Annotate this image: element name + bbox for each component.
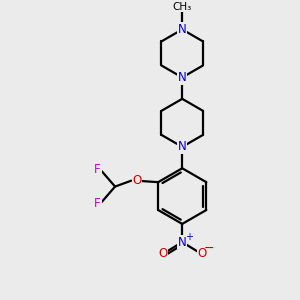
Text: N: N [178, 140, 187, 153]
Text: O: O [132, 174, 142, 187]
Text: CH₃: CH₃ [172, 2, 192, 12]
Text: +: + [185, 232, 193, 242]
Text: F: F [94, 197, 101, 210]
Text: N: N [178, 23, 187, 36]
Text: −: − [204, 242, 214, 255]
Text: O: O [158, 247, 167, 260]
Text: F: F [94, 164, 101, 176]
Text: N: N [178, 236, 187, 249]
Text: N: N [178, 71, 187, 84]
Text: O: O [197, 247, 206, 260]
